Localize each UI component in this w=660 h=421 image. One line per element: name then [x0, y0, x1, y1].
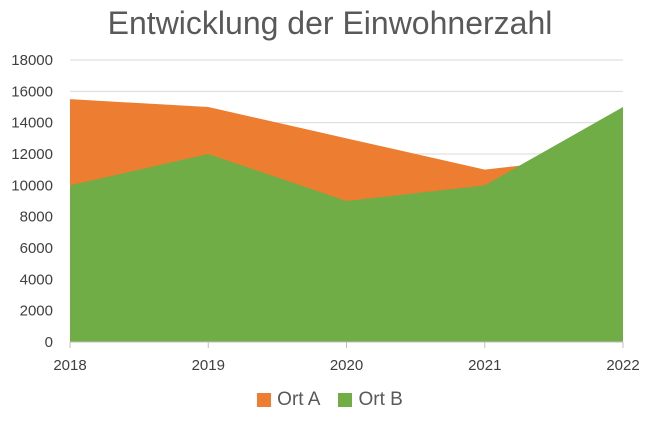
y-tick-label: 8000 [20, 209, 53, 226]
chart-title: Entwicklung der Einwohnerzahl [107, 5, 553, 41]
legend-swatch-ort-b [338, 393, 353, 407]
y-tick-label: 0 [45, 334, 53, 351]
x-tick-label: 2018 [53, 357, 86, 374]
legend-label-ort-a: Ort A [277, 389, 321, 410]
y-tick-label: 6000 [20, 240, 53, 257]
legend-swatch-ort-a [257, 393, 272, 407]
area-series [70, 99, 623, 343]
y-tick-label: 4000 [20, 271, 53, 288]
legend-label-ort-b: Ort B [358, 389, 403, 410]
x-tick-label: 2022 [606, 357, 639, 374]
y-tick-label: 18000 [11, 52, 53, 69]
x-tick-label: 2020 [330, 357, 363, 374]
y-tick-label: 2000 [20, 303, 53, 320]
legend-item-ort-a: Ort A [257, 389, 320, 411]
y-tick-label: 10000 [11, 177, 53, 194]
y-tick-label: 12000 [11, 146, 53, 163]
area-series-ort-b [70, 107, 623, 342]
legend: Ort A Ort B [0, 386, 660, 414]
y-tick-label: 16000 [11, 83, 53, 100]
axes: 0 2000 4000 6000 8000 10000 12000 14000 16000 180… [11, 52, 639, 374]
x-tick-label: 2019 [192, 357, 225, 374]
y-tick-label: 14000 [11, 115, 53, 132]
legend-item-ort-b: Ort B [338, 389, 403, 411]
x-tick-label: 2021 [468, 357, 501, 374]
